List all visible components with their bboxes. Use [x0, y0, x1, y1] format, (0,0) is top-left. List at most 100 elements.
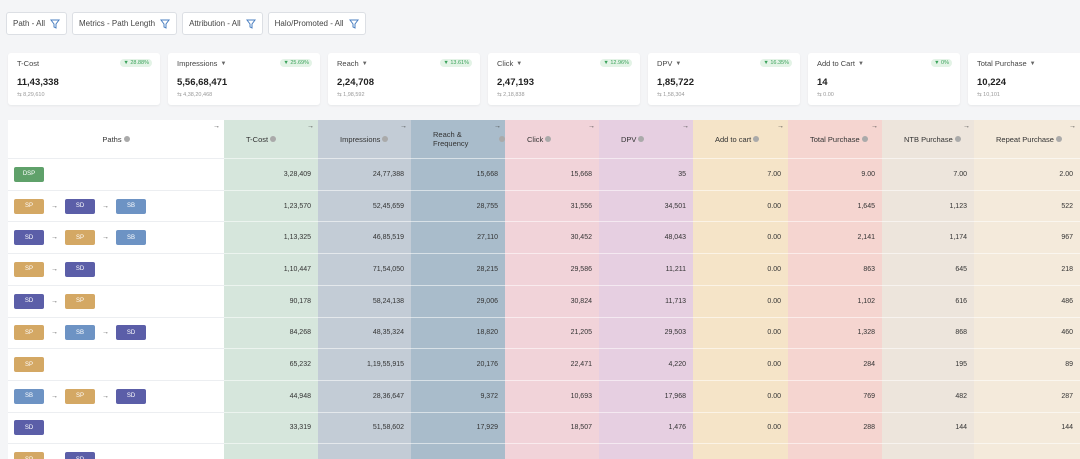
metric-delta-badge: ▼ 28.88% — [120, 59, 152, 67]
info-icon — [753, 136, 760, 142]
channel-chip[interactable]: SB — [116, 198, 146, 214]
arrow-icon: → — [51, 297, 58, 305]
metric-card-header: Impressions ▼ — [177, 59, 311, 68]
funnel-icon — [50, 19, 61, 29]
channel-chip[interactable]: SB — [65, 325, 95, 341]
path-cell: SP → SB → SD — [8, 316, 224, 349]
metric-card[interactable]: Impressions ▼ 5,56,68,471 ⇆ 4,38,20,468 ▼ 25… — [168, 53, 320, 105]
column-header[interactable]: T-Cost → — [224, 120, 318, 158]
value-cell: 11,211 — [599, 253, 693, 285]
expand-arrow-icon[interactable]: → — [588, 123, 595, 130]
metric-delta-badge: ▼ 13.61% — [440, 59, 472, 67]
value-cell: 10,693 — [505, 379, 599, 412]
value-cell: 1,19,55,915 — [318, 348, 411, 380]
column-header-text: NTB Purchase — [904, 134, 953, 144]
channel-chip[interactable]: SD — [65, 198, 95, 214]
value-cell: 195 — [882, 348, 974, 380]
info-icon — [382, 136, 389, 142]
value-cell: 20,176 — [411, 348, 505, 380]
channel-chip[interactable]: SP — [65, 230, 95, 246]
value-cell: 284 — [788, 348, 882, 380]
value-cell: 0.00 — [693, 221, 788, 253]
value-cell: 0.00 — [693, 379, 788, 412]
channel-chip[interactable]: SD — [116, 325, 146, 341]
column-header[interactable]: Add to cart → — [693, 120, 788, 158]
value-cell: 33,319 — [224, 411, 318, 444]
channel-chip[interactable]: SP — [14, 357, 44, 373]
column-header[interactable]: Total Purchase → — [788, 120, 882, 158]
value-cell: 89 — [974, 348, 1080, 380]
metric-card[interactable]: Click ▼ 2,47,193 ⇆ 2,18,838 ▼ 12.96% — [488, 53, 640, 105]
caret-down-icon[interactable]: ▼ — [220, 60, 227, 67]
path-cell: SP — [8, 348, 224, 380]
column-header[interactable]: DPV → — [599, 120, 693, 158]
value-cell: 645 — [882, 253, 974, 285]
path-cell: SP → SD — [8, 253, 224, 285]
metrics-filter[interactable]: Metrics - Path Length — [72, 12, 178, 35]
value-cell: 29,503 — [599, 316, 693, 349]
metric-card[interactable]: Total Purchase ▼ 10,224 ⇆ 10,101 — [968, 53, 1080, 105]
value-cell: 65,232 — [224, 348, 318, 380]
column-header[interactable]: Reach & Frequency → — [411, 120, 505, 158]
caret-down-icon[interactable]: ▼ — [675, 60, 682, 67]
column-header-label: Impressions — [340, 134, 389, 144]
channel-chip[interactable]: SD — [116, 388, 146, 404]
channel-chip[interactable]: SD — [65, 452, 95, 459]
expand-arrow-icon[interactable]: → — [871, 123, 878, 130]
channel-chip[interactable]: SP — [14, 452, 44, 459]
metric-value: 10,224 — [977, 77, 1007, 88]
metric-card[interactable]: Add to Cart ▼ 14 ⇆ 0.00 ▼ 0% — [808, 53, 960, 105]
channel-chip[interactable]: SD — [14, 293, 44, 309]
value-cell: 44,948 — [224, 379, 318, 412]
channel-chip[interactable]: DSP — [14, 166, 44, 182]
column-header-text: Click — [527, 134, 544, 144]
column-header[interactable]: Click → — [505, 120, 599, 158]
caret-down-icon[interactable]: ▼ — [361, 60, 368, 67]
channel-chip[interactable]: SD — [14, 420, 44, 436]
channel-chip[interactable]: SD — [65, 261, 95, 277]
arrow-icon: → — [102, 392, 109, 400]
value-cell: 460 — [974, 316, 1080, 349]
value-cell: 967 — [974, 221, 1080, 253]
channel-chip[interactable]: SD — [14, 230, 44, 246]
expand-arrow-icon[interactable]: → — [400, 123, 407, 130]
channel-chip[interactable]: SP — [14, 325, 44, 341]
attribution-filter[interactable]: Attribution - All — [182, 12, 263, 35]
metric-card[interactable]: Reach ▼ 2,24,708 ⇆ 1,98,592 ▼ 13.61% — [328, 53, 480, 105]
column-header[interactable]: Impressions → — [318, 120, 411, 158]
halo-filter[interactable]: Halo/Promoted - All — [267, 12, 366, 35]
value-cell: 2,141 — [788, 221, 882, 253]
metric-name: Impressions — [177, 59, 218, 68]
metric-card[interactable]: T-Cost 11,43,338 ⇆ 8,29,610 ▼ 28.88% — [8, 53, 160, 105]
channel-chip[interactable]: SP — [65, 293, 95, 309]
channel-chip[interactable]: SP — [14, 198, 44, 214]
metric-card[interactable]: DPV ▼ 1,85,722 ⇆ 1,58,304 ▼ 16.35% — [648, 53, 800, 105]
expand-arrow-icon[interactable]: → — [963, 123, 970, 130]
expand-arrow-icon[interactable]: → — [1069, 123, 1076, 130]
expand-arrow-icon[interactable]: → — [213, 123, 220, 130]
caret-down-icon[interactable]: ▼ — [516, 60, 523, 67]
expand-arrow-icon[interactable]: → — [307, 123, 314, 130]
path-filter[interactable]: Path - All — [6, 12, 68, 35]
channel-chip[interactable]: SP — [14, 261, 44, 277]
column-header[interactable]: Paths → — [8, 120, 224, 158]
funnel-icon — [245, 19, 256, 29]
info-icon — [1055, 136, 1062, 142]
value-cell: 28,36,647 — [318, 379, 411, 412]
channel-chip[interactable]: SB — [14, 388, 44, 404]
column-header[interactable]: NTB Purchase → — [882, 120, 974, 158]
column-header[interactable]: Repeat Purchase → — [974, 120, 1080, 158]
channel-chip[interactable]: SP — [65, 388, 95, 404]
value-cell: 288 — [788, 411, 882, 444]
expand-arrow-icon[interactable]: → — [777, 123, 784, 130]
channel-chip[interactable]: SB — [116, 230, 146, 246]
expand-arrow-icon[interactable]: → — [682, 123, 689, 130]
caret-down-icon[interactable]: ▼ — [857, 60, 864, 67]
metric-delta-badge: ▼ 25.69% — [280, 59, 312, 67]
caret-down-icon[interactable]: ▼ — [1029, 60, 1036, 67]
arrow-icon: → — [51, 202, 58, 210]
metric-name: T-Cost — [17, 59, 40, 68]
column-header-text: Impressions — [340, 134, 381, 144]
arrow-icon: → — [102, 202, 109, 210]
expand-arrow-icon[interactable]: → — [494, 123, 501, 130]
